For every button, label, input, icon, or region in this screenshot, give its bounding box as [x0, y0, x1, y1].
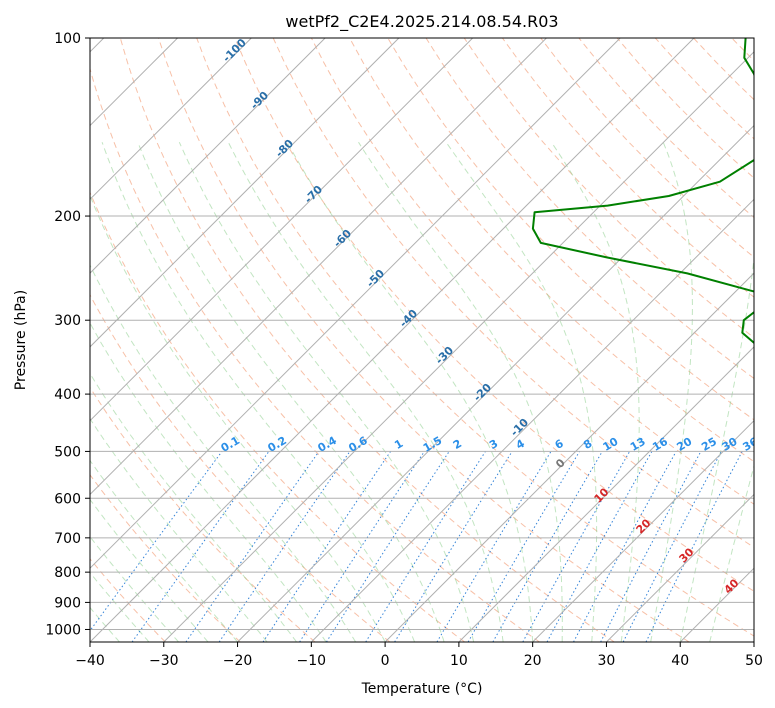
- y-tick-label: 400: [54, 387, 81, 403]
- isotherm-line: [310, 198, 754, 642]
- plot-frame: [89, 37, 755, 643]
- isotherm-line: [90, 38, 252, 201]
- y-tick-label: 1000: [45, 622, 81, 638]
- dry-adiabat-line: [90, 67, 540, 642]
- dry-adiabat-line: [463, 38, 754, 339]
- x-tick-label: 50: [745, 653, 763, 669]
- y-tick-label: 600: [54, 491, 81, 507]
- x-tick-label: 10: [450, 653, 468, 669]
- x-axis-label: Temperature (°C): [361, 681, 483, 697]
- isotherm-line: [237, 124, 754, 642]
- dry-adiabat-line: [158, 38, 690, 642]
- isotherm-line: [90, 38, 326, 274]
- dry-adiabat-line: [349, 38, 754, 463]
- y-tick-label: 200: [54, 209, 81, 225]
- x-tick-label: −20: [223, 653, 253, 669]
- isotherm-line: [532, 419, 754, 642]
- mixing-ratio-line: [218, 451, 351, 642]
- mixing-ratio-line: [394, 451, 513, 642]
- y-tick-label: 500: [54, 444, 81, 460]
- mixing-ratio-line: [299, 451, 425, 642]
- isotherm-line: [90, 38, 695, 642]
- y-tick-label: 900: [54, 595, 81, 611]
- dry-adiabat-line: [387, 38, 754, 421]
- isotherm-line: [90, 38, 474, 422]
- chart-series: [531, 38, 754, 345]
- mixing-ratio-line: [546, 451, 653, 642]
- isotherm-line: [90, 38, 621, 569]
- mixing-ratio-line: [645, 451, 743, 642]
- isotherm-line: [90, 38, 400, 348]
- x-tick-label: −30: [149, 653, 179, 669]
- dry-adiabat-line: [425, 38, 754, 380]
- chart-title: wetPf2_C2E4.2025.214.08.54.R03: [285, 12, 558, 32]
- y-axis-label: Pressure (hPa): [13, 290, 29, 390]
- isotherm-line: [163, 51, 754, 642]
- dry-adiabat-line: [272, 38, 754, 548]
- y-tick-label: 100: [54, 31, 81, 47]
- mixing-ratio-line: [185, 451, 320, 642]
- mixing-ratio-line: [262, 451, 392, 642]
- x-tick-label: 40: [671, 653, 689, 669]
- isotherm-line: [458, 346, 754, 642]
- isotherm-line: [90, 38, 547, 496]
- y-tick-label: 300: [54, 313, 81, 329]
- chart-grid: [90, 38, 754, 642]
- x-tick-label: −40: [75, 653, 105, 669]
- x-tick-label: 0: [381, 653, 390, 669]
- mixing-ratio-line: [522, 451, 631, 642]
- x-tick-label: 20: [524, 653, 542, 669]
- dry-adiabat-line: [234, 38, 754, 592]
- dry-adiabat-line: [310, 38, 754, 505]
- dry-adiabat-line: [90, 473, 241, 642]
- mixing-ratio-line: [90, 451, 223, 632]
- dry-adiabat-line: [90, 191, 465, 642]
- y-tick-label: 800: [54, 565, 81, 581]
- mixing-ratio-line: [573, 451, 677, 642]
- dry-adiabat-line: [501, 38, 754, 298]
- dewpoint-profile-line: [531, 38, 754, 345]
- dry-adiabat-line: [90, 386, 316, 642]
- x-tick-label: 30: [598, 653, 616, 669]
- mixing-ratio-label: 36: [741, 435, 761, 454]
- x-tick-label: −10: [297, 653, 327, 669]
- mixing-ratio-line: [325, 451, 450, 642]
- y-tick-label: 700: [54, 531, 81, 547]
- chart-axes: −40 −30 −20 −10 0 10 20 30 40 50 100 200 300 400 500 60…: [45, 31, 763, 669]
- isotherm-line: [384, 272, 754, 642]
- isotherm-line: [606, 493, 754, 642]
- mixing-ratio-line: [622, 451, 722, 642]
- dry-adiabat-line: [90, 293, 391, 642]
- dry-adiabat-line: [119, 38, 615, 642]
